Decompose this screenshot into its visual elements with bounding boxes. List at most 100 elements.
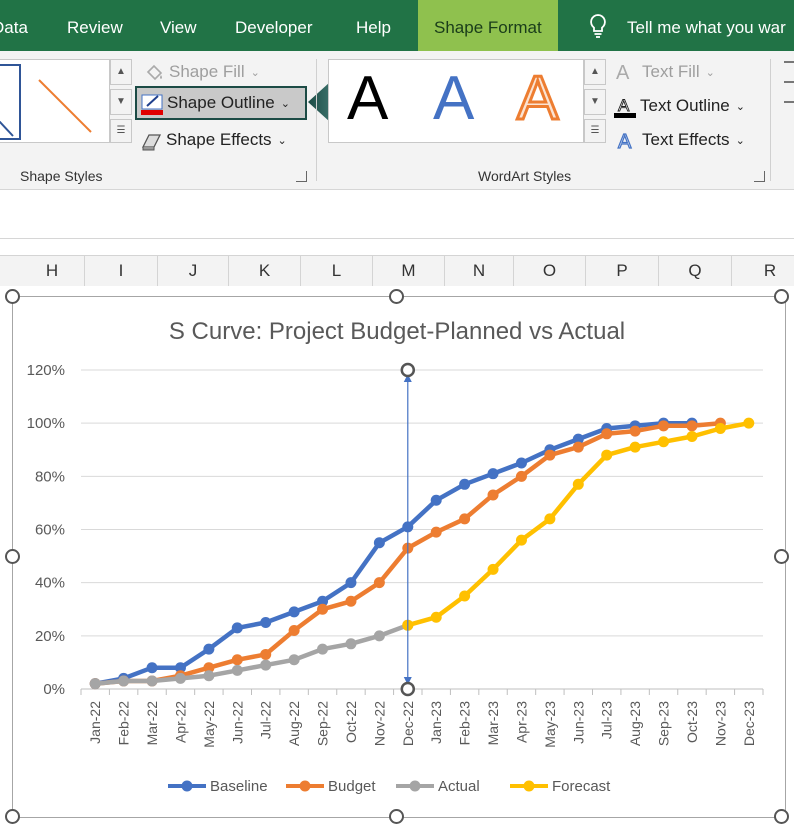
wordart-style-orange-outline[interactable]: A (515, 63, 559, 135)
text-fill-label: Text Fill (642, 62, 700, 81)
resize-handle-bottom-left[interactable] (5, 809, 20, 824)
gallery-more-button[interactable]: ☰ (584, 119, 606, 143)
shape-effects-button[interactable]: Shape Effects ⌄ (140, 125, 287, 155)
y-tick-label: 60% (35, 522, 65, 539)
wordart-style-blue[interactable]: A (433, 64, 475, 133)
forecast-data-point (515, 534, 527, 546)
baseline-data-point (231, 622, 243, 634)
x-tick-label: Sep-22 (315, 701, 331, 746)
wordart-styles-dialog-launcher[interactable] (754, 171, 765, 182)
tab-developer[interactable]: Developer (235, 18, 313, 37)
gallery-down-button[interactable]: ▼ (110, 89, 132, 115)
gallery-more-button[interactable]: ☰ (110, 119, 132, 143)
x-tick-label: Jul-22 (258, 701, 274, 739)
tab-shape-format[interactable]: Shape Format (418, 0, 558, 51)
marker-handle-top (400, 362, 416, 378)
shape-fill-button[interactable]: Shape Fill ⌄ (143, 57, 260, 87)
column-header-j[interactable]: J (158, 256, 229, 286)
x-tick-label: Jun-23 (570, 701, 586, 744)
actual-data-point (146, 675, 158, 687)
column-header-m[interactable]: M (373, 256, 445, 286)
x-tick-label: Sep-23 (656, 701, 672, 746)
text-fill-button[interactable]: A Text Fill ⌄ (616, 57, 715, 87)
tab-view[interactable]: View (160, 18, 197, 37)
marker-handle-bottom (400, 681, 416, 697)
forecast-data-point (686, 430, 698, 442)
gallery-up-button[interactable]: ▲ (584, 59, 606, 85)
baseline-data-point (260, 617, 272, 629)
column-header-n[interactable]: N (445, 256, 514, 286)
text-fill-icon: A (616, 61, 630, 84)
resize-handle-top-left[interactable] (5, 289, 20, 304)
x-tick-label: Oct-22 (343, 701, 359, 743)
chart-area[interactable]: S Curve: Project Budget-Planned vs Actua… (12, 296, 786, 818)
legend-actual-label: Actual (438, 778, 480, 795)
shape-styles-dialog-launcher[interactable] (296, 171, 307, 182)
gallery-down-button[interactable]: ▼ (584, 89, 606, 115)
tab-data[interactable]: Data (0, 18, 28, 37)
chevron-down-icon: ⌄ (735, 100, 745, 113)
column-header-k[interactable]: K (229, 256, 301, 286)
chevron-down-icon: ⌄ (277, 134, 287, 147)
formula-bar[interactable] (0, 190, 794, 239)
actual-data-point (373, 630, 385, 642)
column-headers: H I J K L M N O P Q R (0, 255, 794, 287)
wordart-style-gallery[interactable]: A A A (328, 59, 584, 143)
resize-handle-right[interactable] (774, 549, 789, 564)
column-header-q[interactable]: Q (659, 256, 732, 286)
tell-me-search[interactable]: Tell me what you war (627, 18, 786, 37)
resize-handle-bottom[interactable] (389, 809, 404, 824)
resize-handle-top-right[interactable] (774, 289, 789, 304)
column-header-o[interactable]: O (514, 256, 586, 286)
budget-data-point (601, 428, 613, 440)
resize-handle-top[interactable] (389, 289, 404, 304)
column-header-l[interactable]: L (301, 256, 373, 286)
tab-help[interactable]: Help (356, 18, 391, 37)
budget-data-point (629, 425, 641, 437)
baseline-data-point (345, 577, 357, 589)
gallery-up-button[interactable]: ▲ (110, 59, 132, 85)
tab-review[interactable]: Review (67, 18, 123, 37)
baseline-data-point (459, 478, 471, 490)
chevron-down-icon: ⌄ (735, 134, 745, 147)
text-outline-button[interactable]: A Text Outline ⌄ (614, 91, 745, 121)
shape-style-preview-box[interactable] (0, 64, 21, 140)
resize-handle-bottom-right[interactable] (774, 809, 789, 824)
y-tick-label: 40% (35, 575, 65, 592)
budget-data-point (658, 420, 670, 432)
wordart-styles-group-label: WordArt Styles (478, 168, 572, 184)
resize-handle-left[interactable] (5, 549, 20, 564)
x-tick-label: Apr-22 (172, 701, 188, 743)
x-tick-label: Aug-22 (286, 701, 302, 746)
shape-style-gallery[interactable] (0, 59, 110, 143)
actual-data-point (288, 654, 300, 666)
forecast-data-point (658, 436, 670, 448)
x-tick-label: Dec-22 (400, 701, 416, 746)
x-tick-label: Nov-23 (712, 701, 728, 746)
text-outline-icon: A (614, 95, 636, 118)
shape-outline-button[interactable]: Shape Outline ⌄ (135, 86, 307, 120)
baseline-data-point (174, 662, 186, 674)
baseline-series-line (94, 420, 692, 686)
s-curve-chart[interactable]: S Curve: Project Budget-Planned vs Actua… (13, 297, 785, 817)
ribbon-separator (770, 59, 771, 181)
actual-data-point (317, 643, 329, 655)
legend-budget-marker (299, 780, 311, 792)
forecast-data-point (601, 449, 613, 461)
legend-forecast-label: Forecast (552, 778, 611, 795)
line-style-preview[interactable] (37, 78, 93, 134)
column-header-p[interactable]: P (586, 256, 659, 286)
column-header-r[interactable]: R (763, 261, 777, 280)
text-effects-button[interactable]: A Text Effects ⌄ (616, 125, 745, 155)
forecast-data-point (629, 441, 641, 453)
budget-data-point (373, 577, 385, 589)
budget-data-point (430, 526, 442, 538)
wordart-style-black[interactable]: A (347, 64, 389, 133)
column-header-h[interactable]: H (20, 256, 85, 286)
actual-series-line (94, 623, 409, 686)
x-tick-label: Jul-23 (599, 701, 615, 739)
column-header-i[interactable]: I (85, 256, 158, 286)
x-tick-label: Jun-22 (229, 701, 245, 744)
budget-data-point (572, 441, 584, 453)
marker-arrow-up (403, 374, 412, 382)
